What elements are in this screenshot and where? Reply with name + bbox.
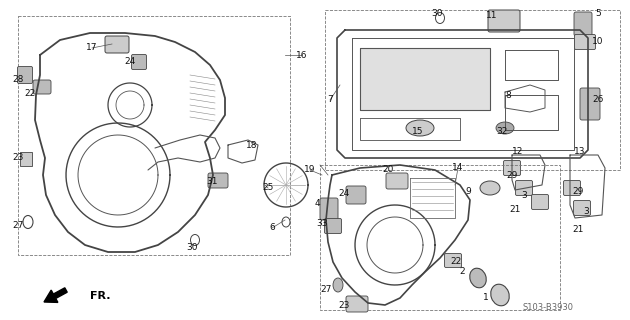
Text: 12: 12 (512, 148, 524, 156)
Text: 29: 29 (507, 171, 518, 180)
Ellipse shape (496, 122, 514, 134)
Text: 17: 17 (86, 44, 98, 52)
Text: 22: 22 (25, 90, 36, 99)
Text: 27: 27 (13, 220, 24, 229)
Ellipse shape (491, 284, 509, 306)
Text: 29: 29 (572, 188, 583, 196)
FancyBboxPatch shape (503, 161, 520, 175)
Text: 32: 32 (496, 127, 508, 137)
Text: 18: 18 (246, 140, 258, 149)
Text: 11: 11 (486, 12, 498, 20)
Bar (18, 16, 290, 255)
FancyBboxPatch shape (132, 54, 147, 69)
Text: 13: 13 (575, 148, 586, 156)
Text: 30: 30 (432, 10, 443, 19)
FancyBboxPatch shape (532, 195, 549, 210)
FancyBboxPatch shape (386, 173, 408, 189)
Text: 31: 31 (206, 178, 218, 187)
Text: 27: 27 (320, 285, 331, 294)
Bar (320, 165, 560, 310)
FancyBboxPatch shape (445, 253, 462, 268)
Bar (325, 10, 620, 170)
Text: 26: 26 (592, 95, 604, 105)
FancyBboxPatch shape (346, 296, 368, 312)
FancyBboxPatch shape (346, 186, 366, 204)
FancyBboxPatch shape (573, 201, 590, 215)
Text: 15: 15 (412, 127, 424, 137)
Text: 5: 5 (595, 10, 601, 19)
Text: 10: 10 (592, 37, 604, 46)
Text: 9: 9 (465, 188, 471, 196)
Text: 23: 23 (338, 300, 350, 309)
Text: 3: 3 (583, 207, 589, 217)
Text: 2: 2 (459, 268, 465, 276)
Text: 8: 8 (505, 91, 511, 100)
Text: 1: 1 (483, 293, 489, 302)
Text: 22: 22 (450, 258, 462, 267)
FancyBboxPatch shape (105, 36, 129, 53)
FancyBboxPatch shape (574, 12, 592, 36)
Ellipse shape (333, 278, 343, 292)
Text: 24: 24 (338, 188, 350, 197)
FancyBboxPatch shape (18, 67, 33, 84)
FancyArrow shape (44, 288, 67, 302)
Text: 20: 20 (382, 165, 394, 174)
Text: 23: 23 (13, 154, 24, 163)
FancyBboxPatch shape (563, 180, 580, 196)
Ellipse shape (470, 268, 486, 288)
FancyBboxPatch shape (324, 219, 341, 234)
Text: FR.: FR. (90, 291, 110, 301)
Text: S103-B3930: S103-B3930 (522, 303, 573, 313)
Bar (20, 152, 32, 166)
Bar (360, 48, 490, 110)
Text: 30: 30 (186, 244, 198, 252)
Text: 21: 21 (509, 205, 520, 214)
Text: 33: 33 (316, 220, 328, 228)
FancyBboxPatch shape (320, 198, 338, 220)
FancyBboxPatch shape (580, 88, 600, 120)
Text: 19: 19 (304, 165, 316, 174)
Text: 28: 28 (13, 76, 24, 84)
Text: 16: 16 (296, 51, 307, 60)
Text: 6: 6 (269, 223, 275, 233)
Text: 14: 14 (452, 164, 464, 172)
Ellipse shape (406, 120, 434, 136)
Text: 24: 24 (124, 58, 135, 67)
Text: 7: 7 (327, 95, 333, 105)
Text: 21: 21 (572, 226, 583, 235)
FancyBboxPatch shape (488, 10, 520, 32)
Text: 3: 3 (521, 190, 527, 199)
FancyBboxPatch shape (515, 180, 532, 196)
FancyBboxPatch shape (33, 80, 51, 94)
Ellipse shape (480, 181, 500, 195)
FancyBboxPatch shape (208, 173, 228, 188)
Text: 4: 4 (314, 199, 320, 209)
FancyBboxPatch shape (575, 35, 595, 50)
Text: 25: 25 (262, 183, 273, 193)
